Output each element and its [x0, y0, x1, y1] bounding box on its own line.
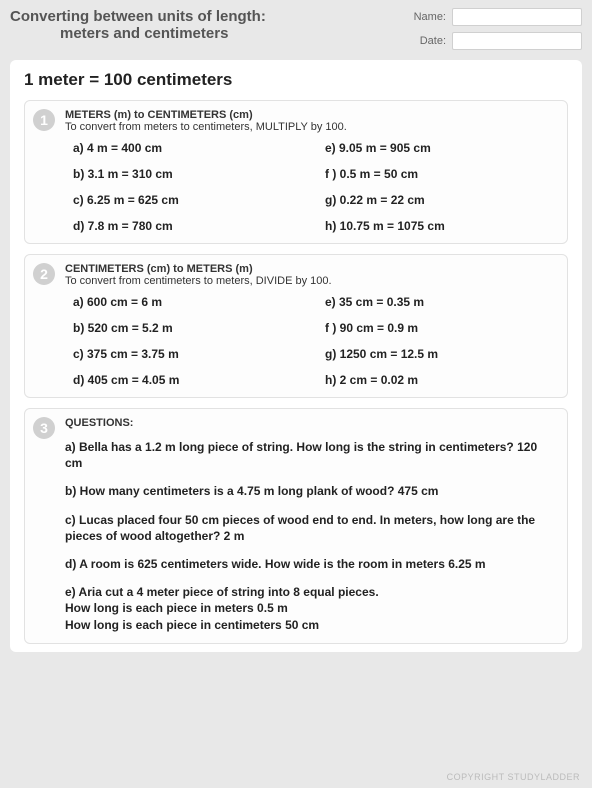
question-d: d) A room is 625 centimeters wide. How w… — [65, 556, 557, 572]
conversion-rule: 1 meter = 100 centimeters — [24, 70, 568, 90]
date-input[interactable] — [452, 32, 582, 50]
s2-g: g) 1250 cm = 12.5 m — [325, 347, 557, 361]
s1-f: f ) 0.5 m = 50 cm — [325, 167, 557, 181]
section-1-grid: a) 4 m = 400 cm e) 9.05 m = 905 cm b) 3.… — [65, 141, 557, 233]
name-label: Name: — [414, 11, 446, 23]
s1-e: e) 9.05 m = 905 cm — [325, 141, 557, 155]
section-2: 2 CENTIMETERS (cm) to METERS (m) To conv… — [24, 254, 568, 398]
s1-g: g) 0.22 m = 22 cm — [325, 193, 557, 207]
section-badge-2: 2 — [33, 263, 55, 285]
s1-h: h) 10.75 m = 1075 cm — [325, 219, 557, 233]
s2-c: c) 375 cm = 3.75 m — [73, 347, 305, 361]
s2-h: h) 2 cm = 0.02 m — [325, 373, 557, 387]
section-3: 3 QUESTIONS: a) Bella has a 1.2 m long p… — [24, 408, 568, 644]
name-input[interactable] — [452, 8, 582, 26]
section-2-title: CENTIMETERS (cm) to METERS (m) — [65, 263, 557, 275]
s1-a: a) 4 m = 400 cm — [73, 141, 305, 155]
s2-f: f ) 90 cm = 0.9 m — [325, 321, 557, 335]
title-line2: meters and centimeters — [10, 25, 414, 42]
date-row: Date: — [420, 32, 582, 50]
section-2-grid: a) 600 cm = 6 m e) 35 cm = 0.35 m b) 520… — [65, 295, 557, 387]
question-e: e) Aria cut a 4 meter piece of string in… — [65, 584, 557, 633]
section-badge-3: 3 — [33, 417, 55, 439]
s2-d: d) 405 cm = 4.05 m — [73, 373, 305, 387]
title-line1: Converting between units of length: — [10, 8, 414, 25]
section-badge-1: 1 — [33, 109, 55, 131]
s1-b: b) 3.1 m = 310 cm — [73, 167, 305, 181]
main-card: 1 meter = 100 centimeters 1 METERS (m) t… — [10, 60, 582, 652]
name-date-block: Name: Date: — [414, 8, 582, 50]
question-b: b) How many centimeters is a 4.75 m long… — [65, 483, 557, 499]
section-1-subtitle: To convert from meters to centimeters, M… — [65, 121, 557, 133]
date-label: Date: — [420, 35, 446, 47]
title-block: Converting between units of length: mete… — [10, 8, 414, 42]
name-row: Name: — [414, 8, 582, 26]
section-1-title: METERS (m) to CENTIMETERS (cm) — [65, 109, 557, 121]
s2-b: b) 520 cm = 5.2 m — [73, 321, 305, 335]
section-1: 1 METERS (m) to CENTIMETERS (cm) To conv… — [24, 100, 568, 244]
s2-e: e) 35 cm = 0.35 m — [325, 295, 557, 309]
question-c: c) Lucas placed four 50 cm pieces of woo… — [65, 512, 557, 544]
section-3-title: QUESTIONS: — [65, 417, 557, 429]
question-a: a) Bella has a 1.2 m long piece of strin… — [65, 439, 557, 471]
questions-list: a) Bella has a 1.2 m long piece of strin… — [65, 439, 557, 633]
s1-c: c) 6.25 m = 625 cm — [73, 193, 305, 207]
section-2-subtitle: To convert from centimeters to meters, D… — [65, 275, 557, 287]
copyright-text: COPYRIGHT STUDYLADDER — [447, 772, 580, 782]
header: Converting between units of length: mete… — [10, 8, 582, 50]
s2-a: a) 600 cm = 6 m — [73, 295, 305, 309]
s1-d: d) 7.8 m = 780 cm — [73, 219, 305, 233]
